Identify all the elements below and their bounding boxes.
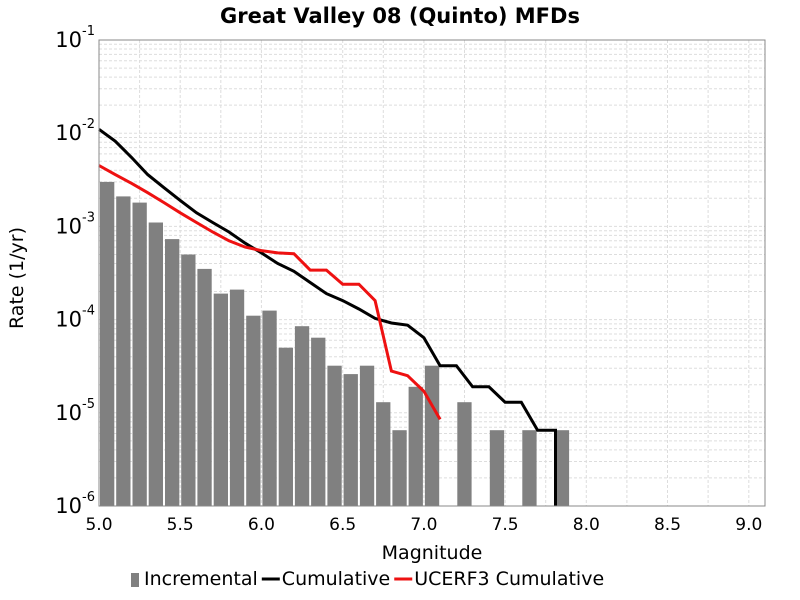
incremental-bar xyxy=(116,196,131,506)
y-tick-label: 10-4 xyxy=(55,304,95,332)
incremental-bar xyxy=(229,289,245,506)
x-tick-label: 8.5 xyxy=(654,515,681,535)
incremental-bar xyxy=(100,181,115,506)
incremental-bar xyxy=(489,430,505,506)
legend: Incremental Cumulative UCERF3 Cumulative xyxy=(131,568,604,590)
incremental-bar xyxy=(181,254,196,506)
incremental-bar xyxy=(327,365,342,506)
x-tick-label: 5.5 xyxy=(167,515,194,535)
incremental-bar xyxy=(457,402,472,506)
incremental-bar xyxy=(262,310,277,506)
ucerf3-cumulative-line xyxy=(98,164,442,421)
x-tick-label: 5.0 xyxy=(85,515,112,535)
incremental-bar xyxy=(197,268,212,506)
incremental-bar xyxy=(311,337,326,506)
chart-title: Great Valley 08 (Quinto) MFDs xyxy=(220,4,580,28)
incremental-bars xyxy=(100,181,570,506)
y-tick-label: 10-5 xyxy=(55,397,95,425)
x-axis-ticks: 5.0 5.5 6.0 6.5 7.0 7.5 8.0 8.5 9.0 xyxy=(85,515,762,535)
x-tick-label: 9.0 xyxy=(735,515,762,535)
y-tick-label: 10-6 xyxy=(55,490,95,518)
incremental-bar xyxy=(278,347,293,506)
x-tick-label: 8.0 xyxy=(573,515,600,535)
legend-label: Incremental xyxy=(144,568,258,590)
incremental-bar xyxy=(408,386,423,506)
y-tick-label: 10-1 xyxy=(55,24,95,52)
x-tick-label: 6.5 xyxy=(329,515,356,535)
incremental-bar xyxy=(424,365,440,506)
plot-frame xyxy=(98,39,766,507)
x-tick-label: 7.5 xyxy=(492,515,519,535)
legend-label: UCERF3 Cumulative xyxy=(414,568,604,590)
incremental-bar xyxy=(294,326,310,506)
incremental-bar xyxy=(165,239,180,506)
incremental-bar xyxy=(522,430,537,506)
incremental-bar xyxy=(246,315,261,506)
incremental-bar xyxy=(359,365,375,506)
incremental-bar xyxy=(376,402,391,506)
y-axis-ticks: 10-1 10-2 10-3 10-4 10-5 10-6 xyxy=(55,24,95,518)
x-axis-label: Magnitude xyxy=(382,542,483,564)
cumulative-lines xyxy=(98,128,557,506)
y-tick-label: 10-3 xyxy=(55,210,95,238)
incremental-bar xyxy=(132,202,147,506)
y-tick-label: 10-2 xyxy=(55,117,95,145)
legend-swatch-bar xyxy=(131,573,139,587)
incremental-bar xyxy=(554,430,570,506)
cumulative-line xyxy=(98,128,557,506)
x-tick-label: 6.0 xyxy=(248,515,275,535)
incremental-bar xyxy=(213,293,228,506)
legend-label: Cumulative xyxy=(282,568,390,590)
x-tick-label: 7.0 xyxy=(410,515,437,535)
y-axis-label: Rate (1/yr) xyxy=(6,227,28,329)
incremental-bar xyxy=(392,430,407,506)
incremental-bar xyxy=(148,222,163,506)
incremental-bar xyxy=(343,374,358,506)
